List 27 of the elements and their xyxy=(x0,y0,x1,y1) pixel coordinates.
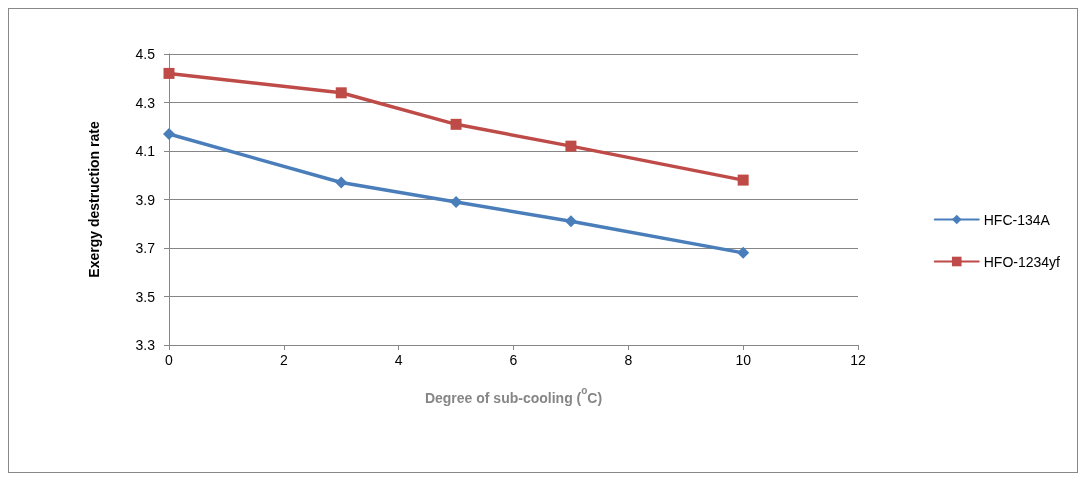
point xyxy=(565,140,577,152)
y-tick-label: 3.3 xyxy=(135,337,156,353)
point xyxy=(564,215,577,228)
y-tick-label: 3.9 xyxy=(135,191,156,208)
y-axis-title: Exergy destruction rate xyxy=(86,121,102,278)
point xyxy=(450,118,462,130)
x-tick-label: 12 xyxy=(850,352,866,368)
x-tick-label: 0 xyxy=(165,352,174,368)
y-tick-label: 4.5 xyxy=(135,46,156,62)
point xyxy=(737,246,750,259)
y-tick-label: 3.7 xyxy=(135,240,156,256)
legend-label: HFC-134A xyxy=(983,211,1051,228)
x-tick-label: 8 xyxy=(624,352,633,368)
x-tick-label: 2 xyxy=(279,352,288,368)
y-tick-label: 3.5 xyxy=(135,288,156,305)
y-tick-label: 4.1 xyxy=(135,143,156,159)
legend-label: HFO-1234yf xyxy=(983,253,1061,270)
point xyxy=(335,87,347,99)
point xyxy=(335,176,348,189)
x-tick-label: 6 xyxy=(509,352,518,368)
point xyxy=(450,195,463,208)
x-tick-label: 4 xyxy=(394,352,403,368)
point xyxy=(163,128,175,141)
point xyxy=(163,67,175,79)
x-tick-label: 10 xyxy=(735,352,752,368)
y-tick-label: 4.3 xyxy=(135,94,156,111)
point xyxy=(737,174,749,186)
